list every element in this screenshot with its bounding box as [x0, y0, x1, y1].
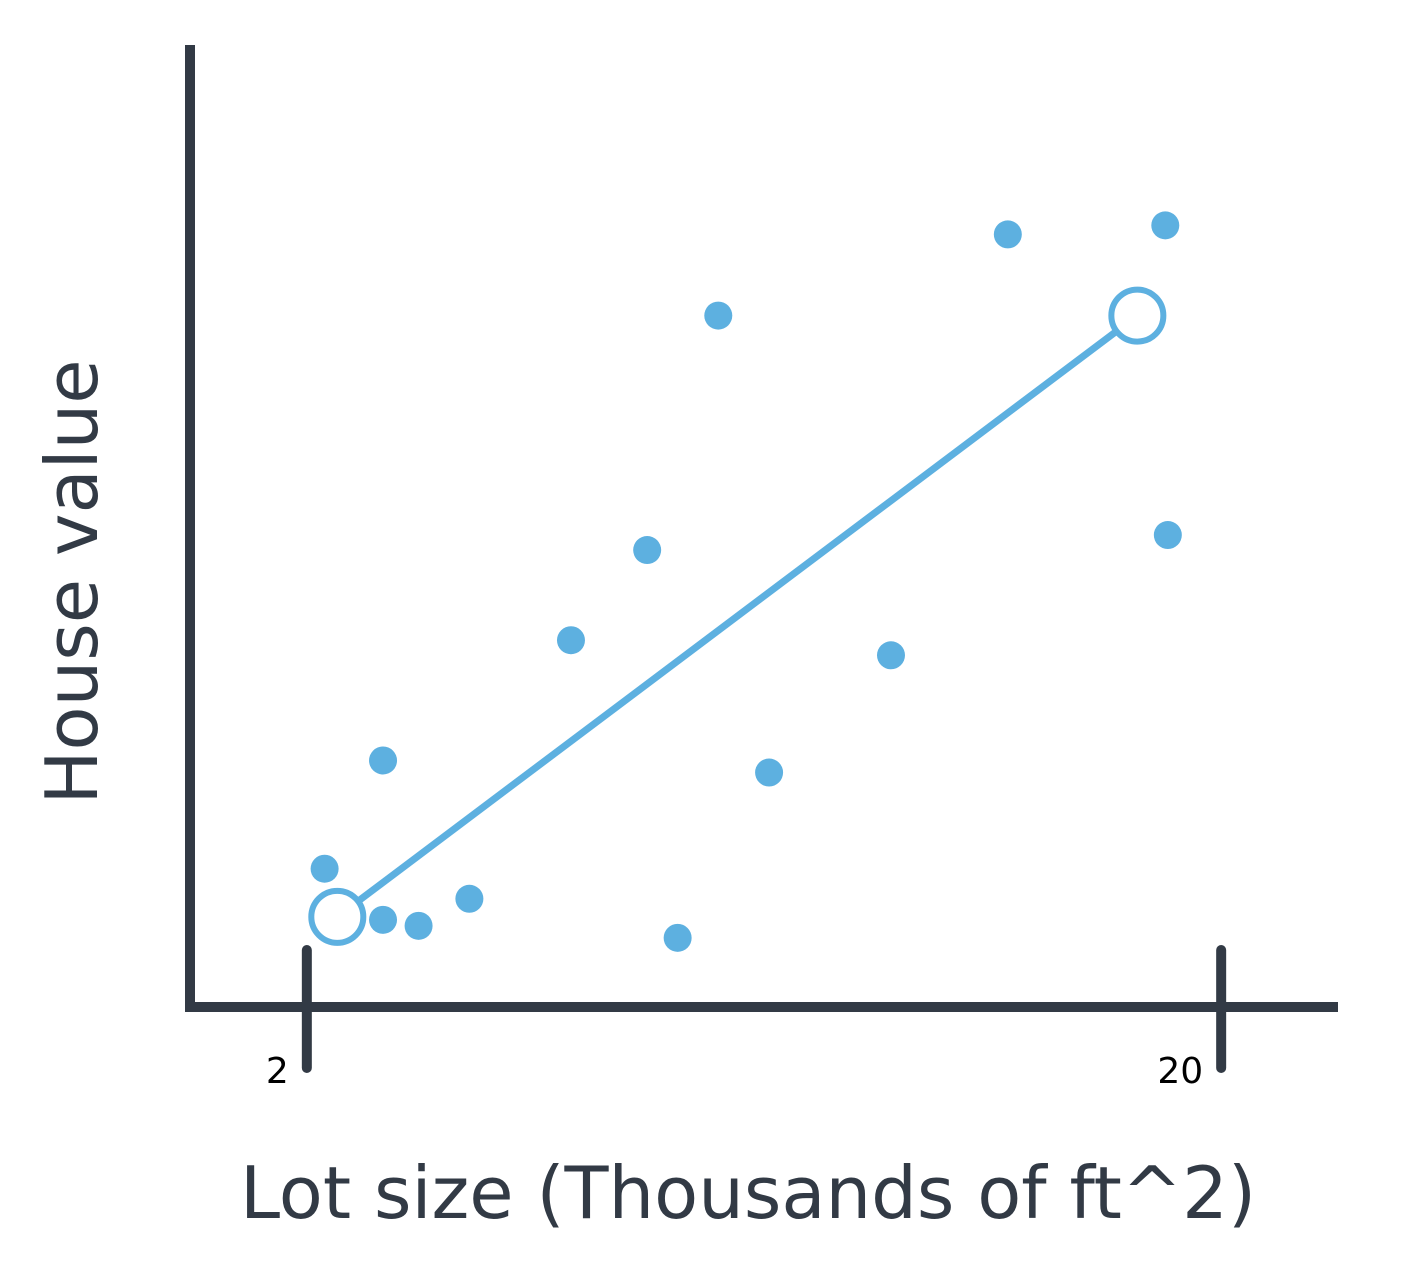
data-point [993, 220, 1022, 249]
trend-line-end-marker [1108, 286, 1167, 345]
x-axis-label: Lot size (Thousands of ft^2) [240, 1151, 1256, 1235]
x-tick-label-20: 20 [1157, 1051, 1203, 1092]
data-point [369, 746, 398, 775]
x-tick-label-2: 2 [266, 1051, 289, 1092]
data-point [663, 923, 692, 952]
data-point [369, 905, 398, 934]
y-axis-label: House value [30, 359, 114, 804]
data-point [1151, 211, 1180, 240]
x-axis-ticks: 2 20 [266, 945, 1227, 1092]
data-point [755, 758, 784, 787]
data-point [404, 911, 433, 940]
data-point [704, 301, 733, 330]
trend-line [335, 312, 1140, 920]
data-point [455, 884, 484, 913]
data-point [310, 854, 339, 883]
data-point [633, 536, 662, 565]
data-points [310, 211, 1182, 952]
data-point [876, 641, 905, 670]
data-point [556, 626, 585, 655]
trend-line-endpoints [308, 286, 1167, 946]
data-point [1153, 521, 1182, 550]
trend-line-start-marker [308, 887, 367, 946]
